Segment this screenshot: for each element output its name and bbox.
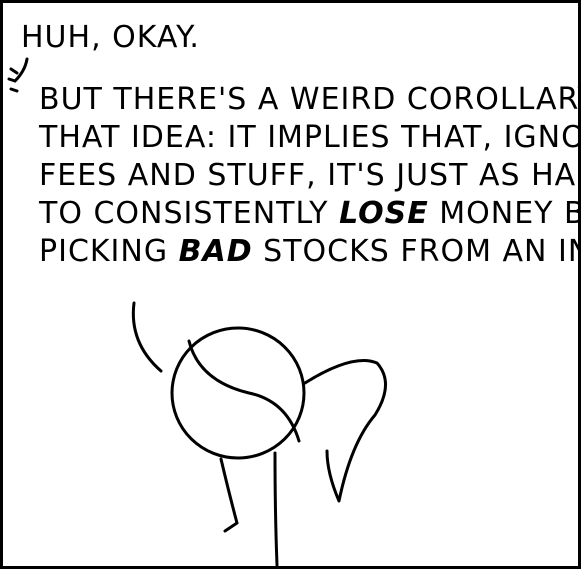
speech-line-3: FEES AND STUFF, IT'S JUST AS HARD bbox=[39, 158, 581, 193]
emphasized-word-lose: LOSE bbox=[339, 196, 429, 231]
offscreen-speech-tail bbox=[13, 57, 29, 83]
speech-line-4-end: MONEY BY bbox=[439, 196, 581, 231]
speech-line-4: TO CONSISTENTLY LOSE MONEY BY bbox=[39, 195, 581, 233]
emphasized-word-bad: BAD bbox=[178, 234, 253, 269]
comic-drawing bbox=[7, 57, 387, 566]
speech-line-5-start: PICKING bbox=[39, 234, 179, 269]
speech-line-1: BUT THERE'S A WEIRD COROLLARY TO bbox=[39, 82, 581, 117]
offscreen-tail-tick-1 bbox=[9, 67, 19, 75]
speech-line-5: PICKING BAD STOCKS FROM AN INDEX. bbox=[39, 233, 581, 271]
character-torso bbox=[273, 451, 279, 566]
character-hand bbox=[223, 521, 239, 533]
speech-tail bbox=[131, 301, 163, 373]
hair-parting bbox=[187, 339, 301, 443]
character-arm bbox=[219, 457, 239, 525]
character-head bbox=[170, 326, 306, 460]
speech-line-2: THAT IDEA: IT IMPLIES THAT, IGNORING bbox=[39, 120, 581, 155]
offscreen-tail-tick-3 bbox=[9, 87, 19, 93]
offscreen-tail-tick-2 bbox=[7, 77, 17, 83]
main-speech-text: BUT THERE'S A WEIRD COROLLARY TO THAT ID… bbox=[39, 81, 581, 271]
speech-line-4-start: TO CONSISTENTLY bbox=[39, 196, 340, 231]
offscreen-speech-text: HUH, OKAY. bbox=[21, 20, 200, 55]
ponytail bbox=[303, 359, 387, 503]
speech-line-5-end: STOCKS FROM AN INDEX. bbox=[263, 234, 581, 269]
